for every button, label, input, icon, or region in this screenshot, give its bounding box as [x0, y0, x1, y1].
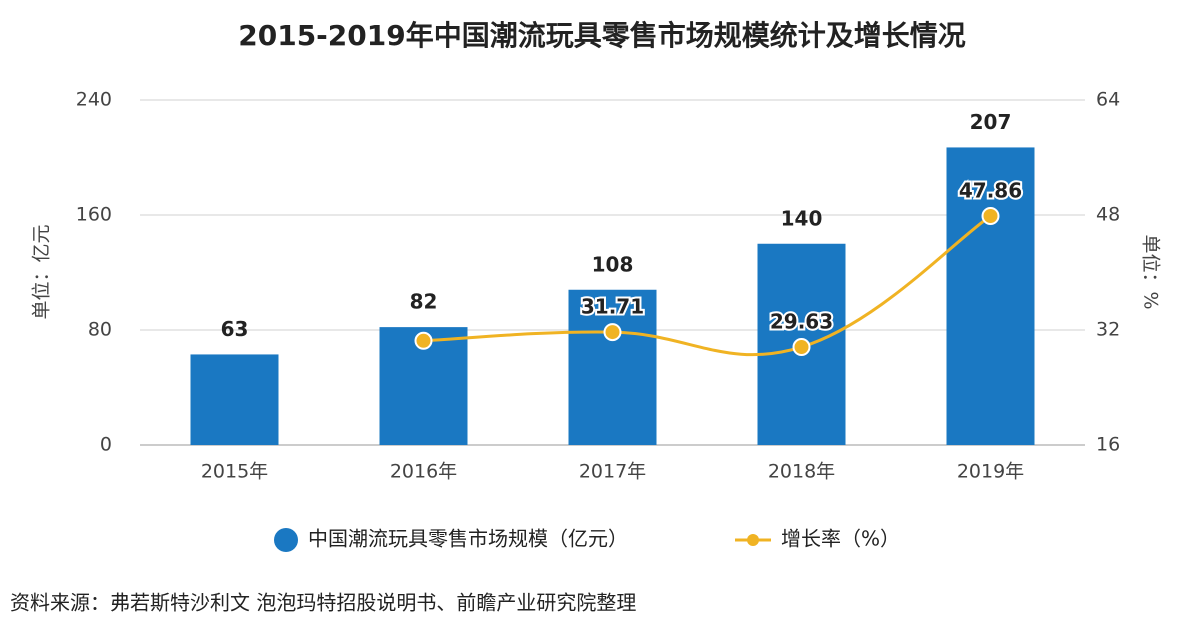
y-tick-label: 240	[76, 89, 112, 111]
chart-title: 2015-2019年中国潮流玩具零售市场规模统计及增长情况	[238, 19, 965, 52]
bar-value-label: 63	[221, 317, 249, 341]
source-note: 资料来源：弗若斯特沙利文 泡泡玛特招股说明书、前瞻产业研究院整理	[10, 591, 636, 615]
y-tick-label: 80	[88, 319, 112, 341]
line	[423, 214, 992, 357]
x-tick-label: 2019年	[957, 461, 1024, 483]
bar-value-label: 140	[781, 206, 823, 230]
y-tick-label: 0	[100, 434, 112, 456]
line-value-label: 29.63	[770, 310, 833, 334]
x-tick-label: 2015年	[201, 461, 268, 483]
bar-value-label: 207	[970, 110, 1012, 134]
line-point	[792, 338, 811, 357]
x-tick-label: 2018年	[768, 461, 835, 483]
x-tick-label: 2017年	[579, 461, 646, 483]
bar	[568, 289, 657, 445]
bar	[190, 354, 279, 445]
line-point	[414, 331, 433, 350]
y2-tick-label: 32	[1096, 319, 1120, 341]
legend-label: 增长率（%）	[781, 527, 900, 551]
legend-marker	[747, 534, 759, 546]
bar-value-label: 108	[592, 252, 634, 276]
legend-marker	[274, 528, 298, 552]
y2-tick-label: 64	[1096, 89, 1120, 111]
y2-axis-label: 单位：%	[1140, 234, 1162, 309]
y-axis-label: 单位：亿元	[31, 224, 53, 319]
y2-tick-label: 48	[1096, 204, 1120, 226]
y-tick-label: 160	[76, 204, 112, 226]
bar-value-label: 82	[410, 290, 438, 314]
bar	[946, 147, 1035, 445]
line-point	[981, 207, 1000, 226]
line-point	[603, 323, 622, 342]
line-value-label: 31.71	[581, 295, 644, 319]
line-value-label: 47.86	[959, 179, 1022, 203]
y2-tick-label: 16	[1096, 434, 1120, 456]
legend-label: 中国潮流玩具零售市场规模（亿元）	[308, 527, 628, 551]
x-tick-label: 2016年	[390, 461, 457, 483]
